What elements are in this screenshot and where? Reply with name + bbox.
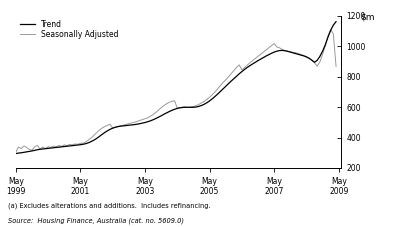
Text: Source:  Housing Finance, Australia (cat. no. 5609.0): Source: Housing Finance, Australia (cat.…	[8, 217, 184, 224]
Y-axis label: $m: $m	[360, 13, 375, 22]
Text: (a) Excludes alterations and additions.  Includes refinancing.: (a) Excludes alterations and additions. …	[8, 203, 210, 209]
Legend: Trend, Seasonally Adjusted: Trend, Seasonally Adjusted	[20, 20, 119, 39]
